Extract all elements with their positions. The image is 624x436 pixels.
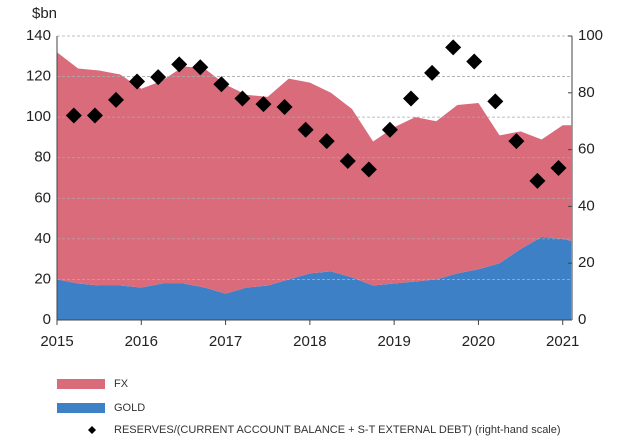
diamond (276, 99, 293, 115)
y-tick-label: 80 (34, 149, 51, 166)
x-tick-label: 2018 (293, 333, 326, 350)
diamond (445, 39, 462, 56)
diamond (108, 91, 125, 108)
diamond (234, 90, 251, 107)
diamond (255, 96, 272, 113)
legend-marker (88, 426, 96, 434)
x-tick-label: 2020 (462, 333, 495, 350)
diamond (466, 53, 483, 70)
area (57, 52, 572, 294)
diamond (129, 73, 146, 90)
diamond (487, 93, 504, 110)
legend-label: RESERVES/(CURRENT ACCOUNT BALANCE + S-T … (114, 424, 561, 436)
diamond (508, 133, 525, 150)
y-tick-label: 120 (26, 68, 51, 85)
x-tick-label: 2021 (546, 333, 579, 350)
legend-label: FX (114, 378, 129, 390)
legend-swatch (57, 403, 105, 413)
diamond (360, 161, 377, 178)
diamond (381, 121, 398, 138)
y-tick-label: 0 (43, 311, 51, 328)
diamond (550, 160, 567, 177)
x-tick-label: 2015 (40, 333, 73, 350)
diamond (424, 64, 441, 81)
diamond (297, 121, 314, 138)
area (57, 236, 572, 320)
diamond (150, 69, 167, 86)
diamond (192, 59, 209, 76)
y2-tick-label: 80 (578, 84, 595, 101)
diamond (65, 107, 82, 124)
y-tick-label: 20 (34, 270, 51, 287)
diamond (171, 56, 188, 73)
y-tick-label: 100 (26, 108, 51, 125)
y-axis-label: $bn (32, 5, 57, 22)
diamond (403, 90, 420, 107)
y2-tick-label: 0 (578, 311, 586, 328)
x-tick-label: 2017 (209, 333, 242, 350)
y-tick-label: 60 (34, 189, 51, 206)
y-tick-label: 40 (34, 230, 51, 247)
diamond (318, 133, 335, 150)
diamond (529, 172, 546, 189)
y2-tick-label: 100 (578, 27, 603, 44)
y2-tick-label: 60 (578, 141, 595, 158)
legend-label: GOLD (114, 402, 145, 414)
diamond (86, 107, 103, 124)
y2-tick-label: 20 (578, 254, 595, 271)
x-tick-label: 2019 (377, 333, 410, 350)
legend-swatch (57, 379, 105, 389)
diamond (339, 152, 356, 169)
y2-tick-label: 40 (578, 197, 595, 214)
x-tick-label: 2016 (125, 333, 158, 350)
y-tick-label: 140 (26, 27, 51, 44)
diamond (213, 76, 230, 93)
